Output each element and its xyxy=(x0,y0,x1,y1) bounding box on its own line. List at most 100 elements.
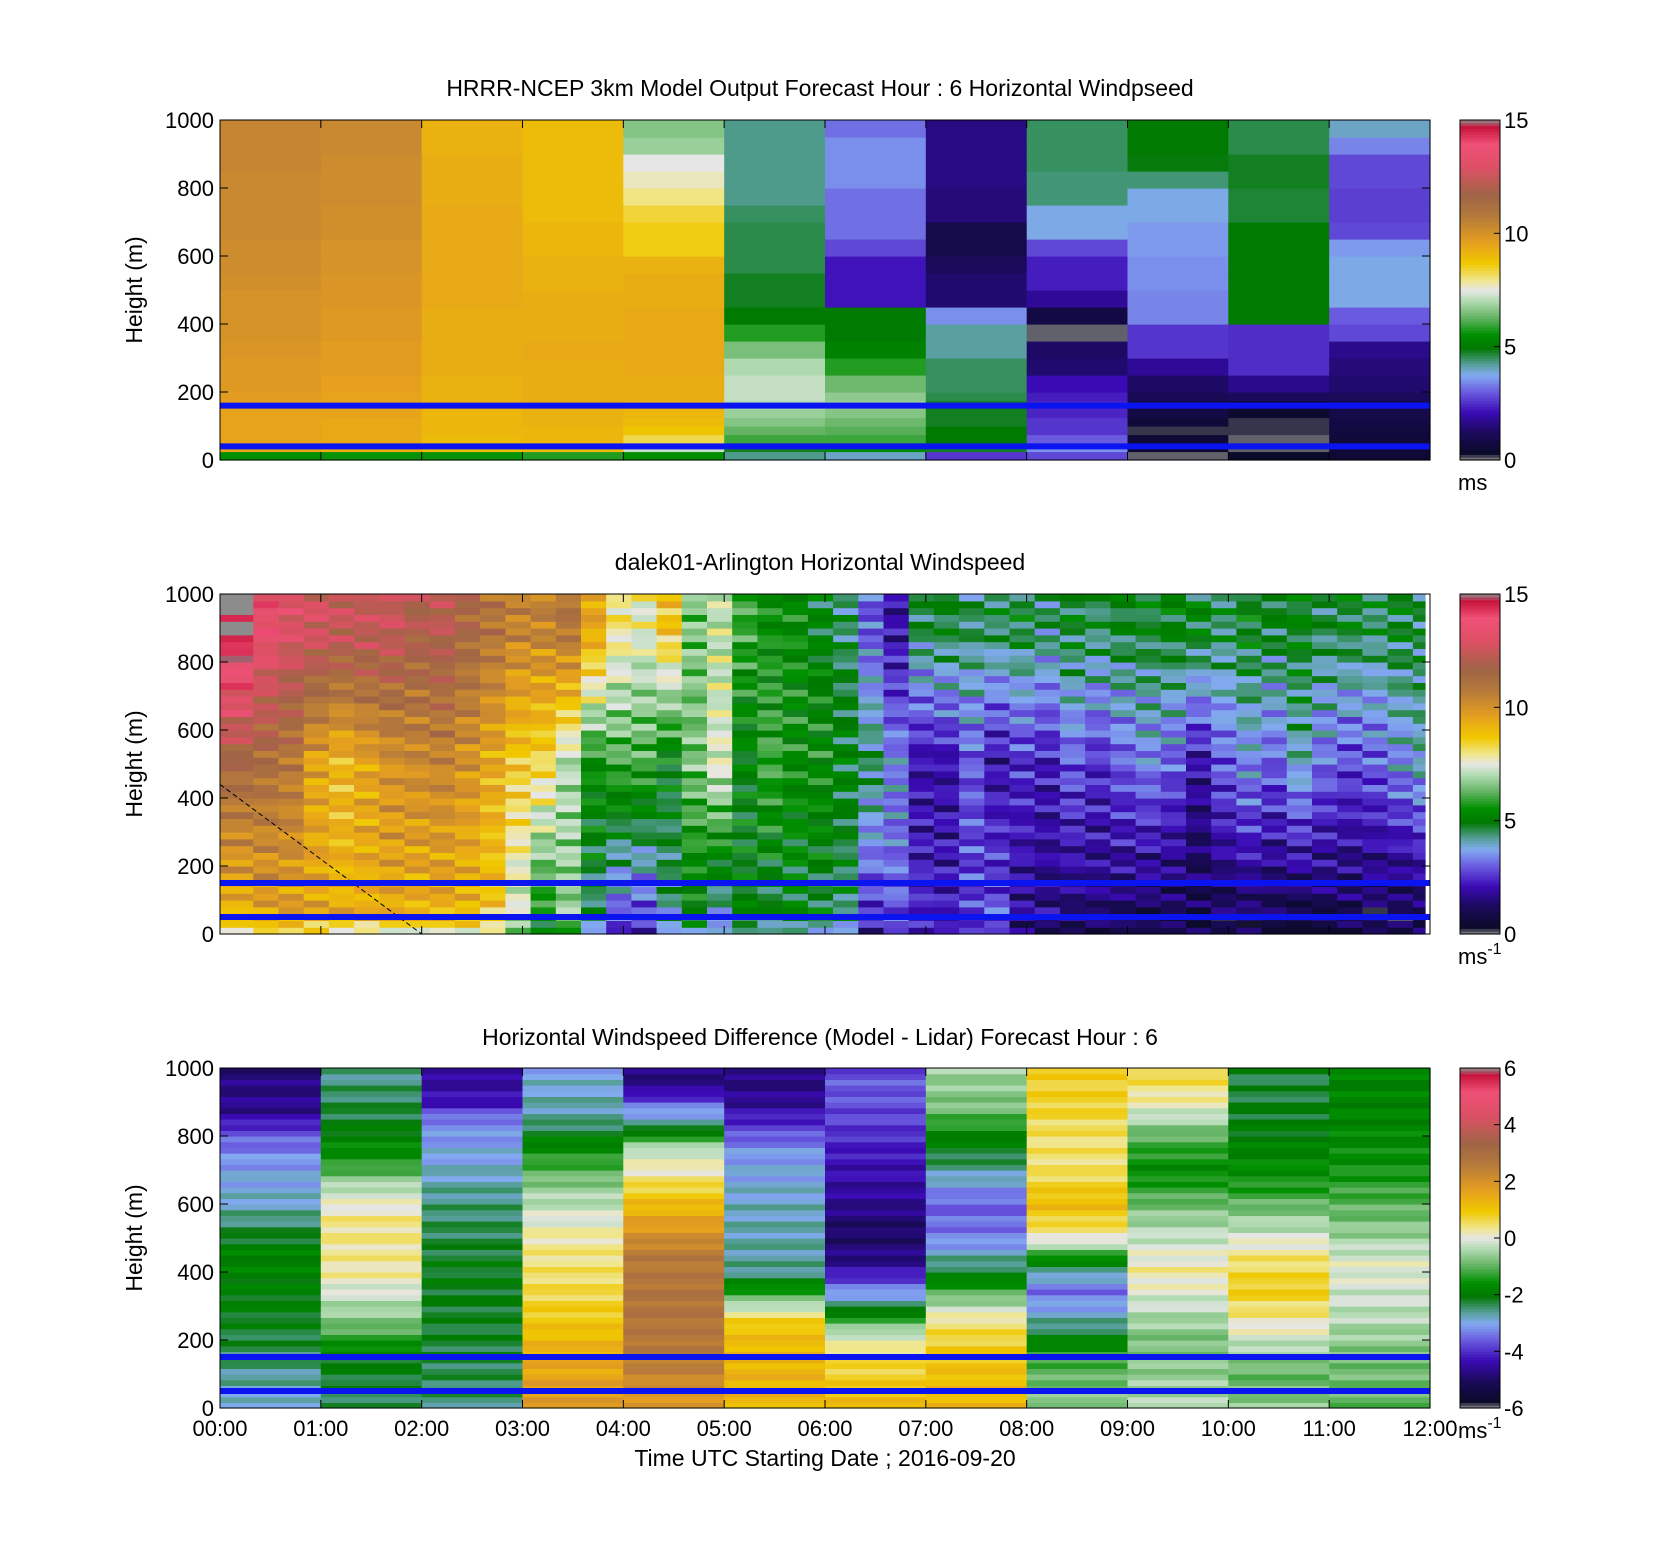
heatmap-cell xyxy=(1236,804,1263,813)
heatmap-cell xyxy=(1127,1187,1229,1194)
heatmap-cell xyxy=(421,1079,524,1086)
heatmap-cell xyxy=(984,628,1011,636)
y-tick-label: 600 xyxy=(177,718,214,743)
heatmap-cell xyxy=(825,1283,927,1290)
colorbar-tick-label: 6 xyxy=(1504,1056,1516,1081)
colorbar-segment xyxy=(1460,1147,1500,1151)
heatmap-cell xyxy=(1059,832,1086,840)
heatmap-cell xyxy=(220,723,254,731)
colorbar-segment xyxy=(1460,1345,1500,1350)
heatmap-cell xyxy=(1009,764,1036,772)
heatmap-cell xyxy=(522,1226,624,1233)
heatmap-cell xyxy=(858,764,885,772)
heatmap-cell xyxy=(984,900,1011,908)
colorbar-segment xyxy=(1460,1405,1500,1409)
heatmap-cell xyxy=(253,648,280,656)
heatmap-cell xyxy=(1160,818,1187,826)
heatmap-cell xyxy=(925,1323,1028,1330)
heatmap-cell xyxy=(354,628,380,636)
heatmap-cell xyxy=(1261,655,1288,663)
heatmap-cell xyxy=(1228,1113,1330,1120)
colorbar-segment xyxy=(1460,650,1500,655)
heatmap-cell xyxy=(1362,852,1389,860)
heatmap-cell xyxy=(908,791,935,799)
heatmap-cell xyxy=(581,757,607,765)
colorbar-segment xyxy=(1460,414,1500,419)
heatmap-cell xyxy=(656,845,683,853)
heatmap-cell xyxy=(404,648,431,656)
heatmap-cell xyxy=(220,1192,322,1199)
heatmap-cell xyxy=(933,784,960,792)
heatmap-cell xyxy=(1337,818,1363,826)
heatmap-cell xyxy=(454,730,481,738)
heatmap-cell xyxy=(1236,866,1263,874)
heatmap-cell xyxy=(522,1340,624,1347)
heatmap-cell xyxy=(1261,723,1288,731)
heatmap-cell xyxy=(1286,900,1313,908)
heatmap-cell xyxy=(1186,723,1212,731)
heatmap-cell xyxy=(1329,1368,1431,1375)
heatmap-cell xyxy=(421,1204,524,1211)
heatmap-cell xyxy=(320,1328,423,1335)
heatmap-cell xyxy=(933,621,960,629)
heatmap-cell xyxy=(1186,852,1212,860)
heatmap-cell xyxy=(555,872,582,881)
heatmap-cell xyxy=(606,736,632,745)
heatmap-cell xyxy=(707,655,733,663)
heatmap-cell xyxy=(278,770,305,779)
colorbar-segment xyxy=(1460,1238,1500,1242)
heatmap-cell xyxy=(656,804,683,813)
heatmap-cell xyxy=(1228,1362,1330,1369)
colorbar-segment xyxy=(1460,732,1500,737)
heatmap-cell xyxy=(429,920,456,928)
heatmap-cell xyxy=(404,621,431,629)
colorbar-segment xyxy=(1460,928,1500,932)
heatmap-cell xyxy=(220,1141,322,1148)
heatmap-cell xyxy=(220,832,254,840)
heatmap-cell xyxy=(1286,600,1313,609)
heatmap-cell xyxy=(1362,614,1389,622)
heatmap-cell xyxy=(220,324,322,342)
colorbar-segment xyxy=(1460,857,1500,861)
heatmap-cell xyxy=(1261,668,1288,677)
heatmap-cell xyxy=(1026,451,1129,461)
heatmap-cell xyxy=(1026,171,1129,189)
heatmap-cell xyxy=(454,818,481,826)
colorbar-segment xyxy=(1460,1170,1500,1174)
heatmap-cell xyxy=(933,764,960,772)
heatmap-cell xyxy=(1135,628,1162,636)
heatmap-cell xyxy=(732,784,758,792)
heatmap-cell xyxy=(681,614,708,622)
heatmap-cell xyxy=(328,866,355,874)
heatmap-cell xyxy=(807,709,834,717)
heatmap-cell xyxy=(1211,798,1237,806)
heatmap-cell xyxy=(1261,689,1288,697)
colorbar-segment xyxy=(1460,679,1500,683)
y-tick-label: 800 xyxy=(177,176,214,201)
colorbar-segment xyxy=(1460,919,1500,924)
heatmap-cell xyxy=(328,614,355,622)
heatmap-cell xyxy=(1286,689,1313,697)
colorbar-segment xyxy=(1460,1204,1500,1208)
heatmap-cell xyxy=(724,1266,826,1273)
heatmap-cell xyxy=(883,852,910,860)
heatmap-cell xyxy=(782,845,809,853)
colorbar-segment xyxy=(1460,755,1500,759)
heatmap-cell xyxy=(581,736,607,745)
heatmap-cell xyxy=(1228,154,1330,172)
heatmap-cell xyxy=(1362,764,1389,772)
heatmap-cell xyxy=(1127,256,1229,274)
heatmap-cell xyxy=(883,716,910,724)
heatmap-cell xyxy=(581,730,607,738)
heatmap-cell xyxy=(833,825,859,833)
heatmap-cell xyxy=(1059,641,1086,649)
heatmap-cell xyxy=(1236,791,1263,799)
heatmap-cell xyxy=(522,1294,624,1301)
heatmap-cell xyxy=(656,614,683,622)
heatmap-cell xyxy=(1135,675,1162,683)
heatmap-cell xyxy=(379,927,406,935)
heatmap-cell xyxy=(379,600,406,609)
heatmap-cell xyxy=(858,594,885,602)
